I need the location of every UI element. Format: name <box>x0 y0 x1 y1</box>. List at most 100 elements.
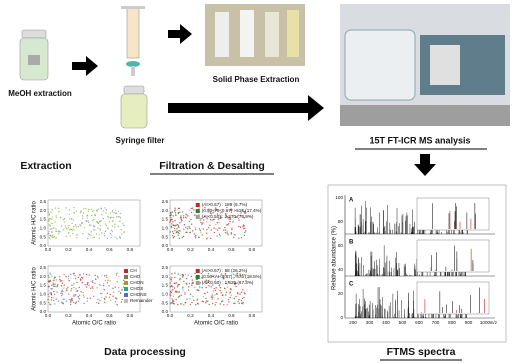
scatter-dot <box>110 229 113 232</box>
legend-swatch <box>195 215 200 219</box>
arrow <box>168 95 324 121</box>
scatter-dot <box>80 225 82 227</box>
scatter-dot <box>111 225 114 227</box>
scatter-dot <box>92 281 94 283</box>
scatter-dot <box>230 208 232 210</box>
scatter-dot <box>85 273 88 276</box>
scatter-dot <box>222 278 225 280</box>
scatter-dot <box>93 229 96 231</box>
scatter-dot <box>65 227 67 229</box>
scatter-dot <box>102 288 105 290</box>
scatter-dot <box>245 280 247 282</box>
scatter-dot <box>73 286 75 289</box>
scatter-dot <box>82 217 84 219</box>
legend-label: CH <box>130 268 137 273</box>
scatter-dot <box>116 304 119 306</box>
scatter-dot <box>49 272 51 274</box>
scatter-dot <box>174 225 176 227</box>
scatter-dot <box>213 231 216 234</box>
scatter-dot <box>52 297 55 299</box>
scatter-dot <box>184 216 187 218</box>
scatter-dot <box>206 221 208 223</box>
scatter-dot <box>112 291 115 294</box>
scatter-dot <box>197 236 200 238</box>
scatter-dot <box>53 293 56 296</box>
scatter-dot <box>202 228 205 230</box>
scatter-dot <box>206 218 208 220</box>
scatter-dot <box>181 303 183 305</box>
x-tick-label: 400 <box>382 320 390 325</box>
scatter-dot <box>56 284 59 286</box>
scatter-dot <box>227 281 230 283</box>
scatter-dot <box>109 217 112 219</box>
arrow <box>414 154 436 176</box>
scatter-dot <box>242 303 244 305</box>
scatter-dot <box>215 301 217 304</box>
scatter-dot <box>63 298 65 300</box>
scatter-dot <box>74 277 77 280</box>
scatter-dot <box>83 302 85 305</box>
scatter-dot <box>48 224 50 226</box>
scatter-dot <box>208 285 210 287</box>
scatter-dot <box>216 293 218 295</box>
scatter-dot <box>178 229 180 232</box>
scatter-dot <box>240 299 243 302</box>
scatter-dot <box>239 226 242 229</box>
scatter-dot <box>48 236 51 239</box>
x-tick-label: 0.6 <box>106 313 113 318</box>
scatter-dot <box>86 283 89 286</box>
scatter-dot <box>233 297 235 300</box>
scatter-dot <box>194 235 196 238</box>
scatter-dot <box>231 228 233 230</box>
scatter-dot <box>75 234 78 236</box>
legend-label: CHO <box>130 274 141 279</box>
scatter-dot <box>95 233 98 235</box>
scatter-dot <box>207 281 210 283</box>
x-tick-label: 0.6 <box>228 313 235 318</box>
scatter-dot <box>223 229 225 231</box>
scatter-dot <box>114 236 116 238</box>
scatter-dot <box>209 218 212 221</box>
scatter-dot <box>185 277 188 280</box>
scatter-dot <box>105 209 108 211</box>
scatter-dot <box>205 279 208 281</box>
scatter-dot <box>215 207 217 209</box>
scatter-dot <box>51 231 53 233</box>
scatter-dot <box>90 214 93 216</box>
scatter-dot <box>175 298 177 301</box>
scatter-dot <box>219 227 221 230</box>
scatter-dot <box>97 227 99 229</box>
scatter-dot <box>239 293 241 295</box>
scatter-dot <box>182 217 185 219</box>
scatter-dot <box>187 274 189 276</box>
scatter-dot <box>200 272 203 275</box>
legend-swatch <box>124 281 128 285</box>
legend-label: (0.50<AI<0.67) : 516 (17.4%) <box>202 208 262 213</box>
scatter-dot <box>79 274 81 276</box>
scatter-dot <box>50 304 52 306</box>
scatter-dot <box>169 213 172 215</box>
scatter-dot <box>55 237 57 239</box>
scatter-dot <box>181 276 184 278</box>
scatter-dot <box>96 209 98 211</box>
scatter-dot <box>179 222 181 224</box>
scatter-dot <box>70 301 72 303</box>
legend-label: CHONS <box>130 292 147 297</box>
scatter-dot <box>67 275 70 278</box>
scatter-dot <box>102 210 105 212</box>
scatter-dot <box>242 289 244 291</box>
scatter-dot <box>57 300 59 302</box>
scatter-dot <box>185 226 187 228</box>
y-tick-label: 1.5 <box>40 217 47 222</box>
scatter-dot <box>52 236 55 238</box>
scatter-dot <box>177 284 179 286</box>
scatter-dot <box>77 296 80 298</box>
scatter-dot <box>171 297 173 300</box>
scatter-dot <box>115 274 118 276</box>
scatter-dot <box>229 209 232 212</box>
scatter-dot <box>65 207 67 209</box>
scatter-dot <box>245 230 247 232</box>
scatter-dot <box>195 304 197 306</box>
scatter-dot <box>227 216 229 218</box>
scatter-dot <box>112 295 114 297</box>
